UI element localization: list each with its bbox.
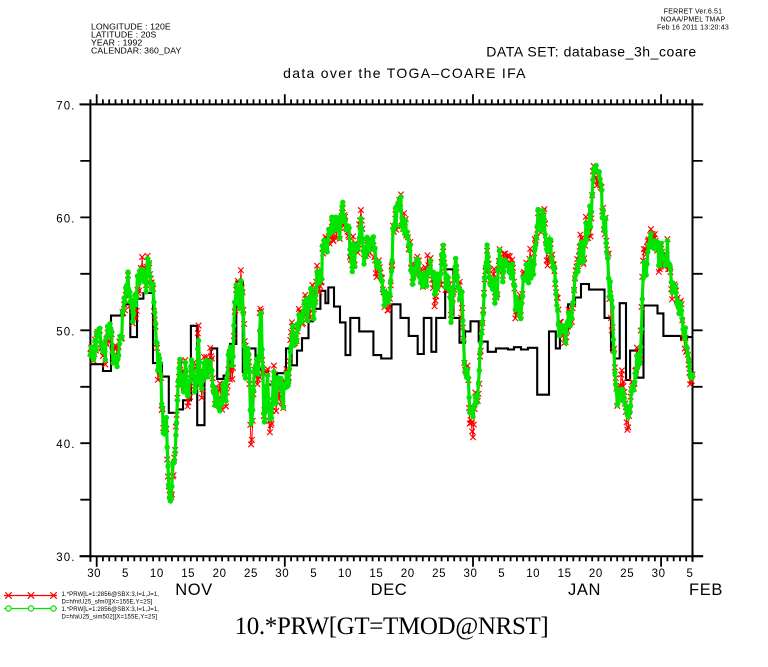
svg-text:FERRET Ver.6.51: FERRET Ver.6.51	[664, 9, 723, 16]
svg-text:40.: 40.	[56, 439, 75, 451]
svg-text:YEAR : 1992: YEAR : 1992	[91, 38, 142, 48]
svg-text:15: 15	[181, 568, 195, 580]
svg-text:30: 30	[275, 568, 289, 580]
svg-text:20: 20	[589, 568, 603, 580]
svg-text:25: 25	[620, 568, 634, 580]
svg-text:20: 20	[213, 568, 227, 580]
svg-text:15: 15	[558, 568, 572, 580]
svg-text:FEB: FEB	[689, 581, 723, 599]
svg-text:70.: 70.	[56, 100, 75, 112]
svg-text:1.*PRW[L=1:2856@SBX:3,I=1,J=1,: 1.*PRW[L=1:2856@SBX:3,I=1,J=1,	[62, 607, 160, 613]
svg-text:30: 30	[464, 568, 478, 580]
svg-text:30.: 30.	[56, 552, 75, 564]
svg-text:Feb 16 2011 13:20:43: Feb 16 2011 13:20:43	[657, 25, 729, 32]
svg-text:NOAA/PMEL TMAP: NOAA/PMEL TMAP	[661, 17, 726, 24]
svg-text:D=hfaU25_sim502][X=155E,Y=2S]: D=hfaU25_sim502][X=155E,Y=2S]	[62, 615, 158, 621]
svg-text:JAN: JAN	[568, 581, 601, 599]
svg-text:DATA SET: database_3h_coare: DATA SET: database_3h_coare	[486, 44, 696, 60]
svg-text:25: 25	[432, 568, 446, 580]
svg-text:30: 30	[652, 568, 666, 580]
svg-text:LATITUDE : 20S: LATITUDE : 20S	[91, 30, 157, 40]
svg-text:5: 5	[310, 568, 317, 580]
svg-text:CALENDAR: 360_DAY: CALENDAR: 360_DAY	[91, 46, 181, 56]
svg-text:10.*PRW[GT=TMOD@NRST]: 10.*PRW[GT=TMOD@NRST]	[235, 613, 549, 640]
svg-text:1.*PRW[L=1:2856@SBX:3,I=1,J=1,: 1.*PRW[L=1:2856@SBX:3,I=1,J=1,	[62, 592, 160, 598]
svg-text:5: 5	[498, 568, 505, 580]
svg-text:data over the TOGA–COARE IFA: data over the TOGA–COARE IFA	[283, 65, 527, 81]
svg-text:60.: 60.	[56, 213, 75, 225]
svg-text:10: 10	[338, 568, 352, 580]
svg-text:20: 20	[401, 568, 415, 580]
svg-text:15: 15	[369, 568, 383, 580]
svg-text:50.: 50.	[56, 326, 75, 338]
svg-text:10: 10	[526, 568, 540, 580]
svg-text:LONGITUDE : 120E: LONGITUDE : 120E	[91, 22, 171, 32]
svg-text:25: 25	[244, 568, 258, 580]
svg-text:NOV: NOV	[175, 581, 213, 599]
svg-text:10: 10	[150, 568, 164, 580]
svg-text:30: 30	[87, 568, 101, 580]
svg-text:5: 5	[687, 568, 694, 580]
svg-text:DEC: DEC	[371, 581, 408, 599]
svg-text:5: 5	[122, 568, 129, 580]
svg-text:D=hfntU25_sfm0][X=155E,Y=2S]: D=hfntU25_sfm0][X=155E,Y=2S]	[62, 600, 153, 606]
